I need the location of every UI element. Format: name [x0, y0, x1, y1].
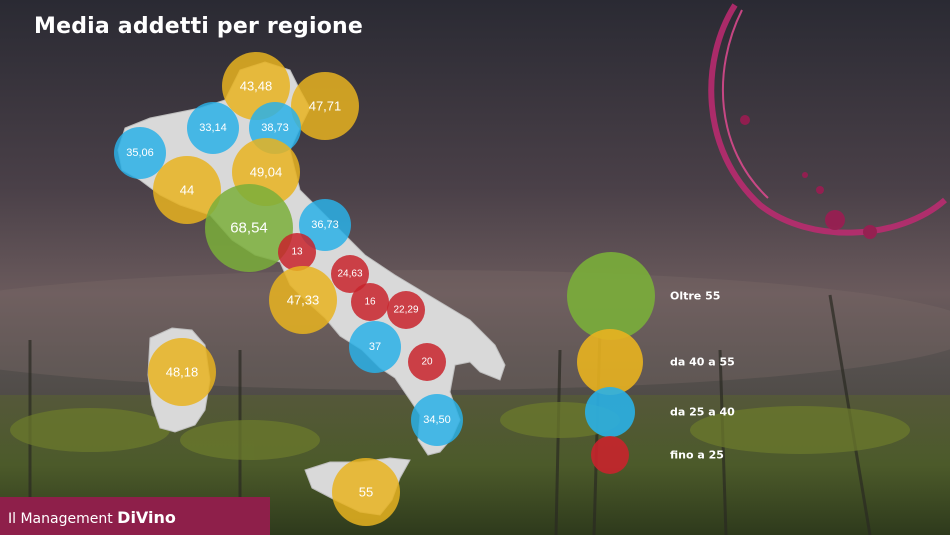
bubble-label-12: 47,33	[287, 293, 320, 308]
bubble-18	[411, 394, 463, 446]
legend-label-1: Oltre 55	[670, 290, 720, 303]
legend-swatch-1	[567, 252, 655, 340]
bubble-label-16: 20	[421, 357, 433, 368]
bubble-19	[332, 458, 400, 526]
legend-swatch-4	[591, 436, 629, 474]
vine-foliage	[10, 402, 910, 460]
bubble-15	[349, 321, 401, 373]
bubble-label-1: 43,48	[240, 79, 273, 94]
bubble-label-13: 16	[364, 297, 376, 308]
bubble-10	[278, 233, 316, 271]
wine-stain-icon	[708, 3, 947, 239]
legend-label-2: da 40 a 55	[670, 356, 735, 369]
bubble-12	[269, 266, 337, 334]
bubble-8	[205, 184, 293, 272]
bubble-label-4: 38,73	[261, 122, 289, 134]
bubble-13	[351, 283, 389, 321]
bubble-label-7: 44	[180, 183, 194, 198]
legend: Oltre 55 da 40 a 55 da 25 a 40 fino a 25	[567, 252, 735, 474]
bubble-5	[114, 127, 166, 179]
bubble-3	[187, 102, 239, 154]
chart-title: Media addetti per regione	[34, 14, 364, 39]
legend-swatch-3	[585, 387, 635, 437]
bubble-7	[153, 156, 221, 224]
bubble-label-19: 55	[359, 485, 373, 500]
bubble-label-11: 24,63	[337, 269, 362, 280]
bubble-11	[331, 255, 369, 293]
bubble-label-5: 35,06	[126, 147, 154, 159]
bubble-label-3: 33,14	[199, 122, 227, 134]
legend-swatch-2	[577, 329, 643, 395]
bubble-label-14: 22,29	[393, 305, 418, 316]
brand-text: Il Management DiVino	[8, 508, 176, 527]
bubble-17	[148, 338, 216, 406]
bubble-label-17: 48,18	[166, 365, 199, 380]
bubbles-layer: 43,48 47,71 33,14 38,73 35,06 49,04 44 68,54 36,…	[114, 52, 463, 526]
bubble-label-2: 47,71	[309, 99, 342, 114]
bubble-2	[291, 72, 359, 140]
brand-name: DiVino	[117, 508, 176, 527]
bubble-label-10: 13	[291, 247, 303, 258]
bubble-14	[387, 291, 425, 329]
brand-prefix: Il Management	[8, 511, 113, 527]
bubble-label-15: 37	[369, 341, 381, 353]
bubble-label-18: 34,50	[423, 414, 451, 426]
bubble-16	[408, 343, 446, 381]
bubble-label-9: 36,73	[311, 219, 339, 231]
brand-footer: Il Management DiVino	[0, 497, 270, 535]
bubble-label-6: 49,04	[250, 165, 283, 180]
bubble-9	[299, 199, 351, 251]
bubble-label-8: 68,54	[230, 220, 268, 237]
legend-label-4: fino a 25	[670, 449, 724, 462]
legend-label-3: da 25 a 40	[670, 406, 735, 419]
